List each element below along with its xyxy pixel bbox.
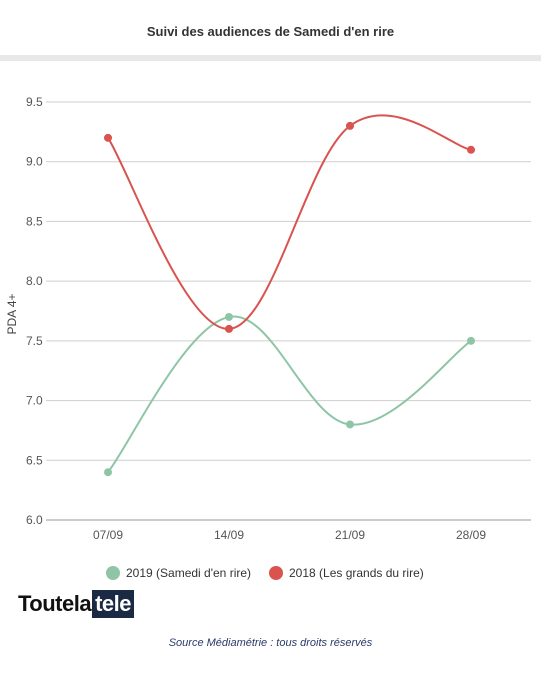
y-tick-label: 7.5 bbox=[26, 334, 43, 348]
x-tick-label: 14/09 bbox=[214, 528, 244, 542]
source-note: Source Médiamétrie : tous droits réservé… bbox=[168, 637, 373, 649]
toutelatele-logo: Toutela tele bbox=[18, 590, 135, 618]
grid-lines bbox=[46, 101, 531, 521]
x-tick-label: 21/09 bbox=[335, 528, 365, 542]
legend-marker bbox=[106, 566, 120, 580]
data-point[interactable] bbox=[225, 312, 233, 321]
title-divider bbox=[0, 55, 541, 61]
legend-label: 2018 (Les grands du rire) bbox=[289, 566, 424, 580]
series-group bbox=[104, 114, 475, 477]
y-tick-label: 6.5 bbox=[26, 453, 43, 467]
y-tick-label: 9.5 bbox=[26, 95, 43, 109]
data-point[interactable] bbox=[346, 121, 354, 130]
line-chart: 6.0 6.5 7.0 7.5 8.0 8.5 9.0 9.5 07/09 14/09 21/09… bbox=[5, 95, 531, 580]
logo-text-part1: Toutela bbox=[18, 591, 92, 616]
chart-title: Suivi des audiences de Samedi d'en rire bbox=[146, 24, 395, 39]
series-line-0 bbox=[107, 315, 472, 473]
series-line-1 bbox=[107, 114, 472, 330]
y-tick-label: 8.5 bbox=[26, 214, 43, 228]
legend-marker bbox=[269, 566, 283, 580]
y-axis-label: PDA 4+ bbox=[5, 293, 19, 334]
x-tick-label: 07/09 bbox=[93, 528, 123, 542]
legend-label: 2019 (Samedi d'en rire) bbox=[126, 566, 251, 580]
y-tick-label: 9.0 bbox=[26, 155, 43, 169]
legend: 2019 (Samedi d'en rire) 2018 (Les grands … bbox=[106, 566, 424, 580]
data-point[interactable] bbox=[225, 324, 233, 333]
logo-text-part2: tele bbox=[92, 590, 135, 618]
data-point[interactable] bbox=[346, 420, 354, 429]
y-tick-label: 7.0 bbox=[26, 394, 43, 408]
data-point[interactable] bbox=[467, 336, 475, 345]
y-tick-label: 8.0 bbox=[26, 274, 43, 288]
y-tick-labels: 6.0 6.5 7.0 7.5 8.0 8.5 9.0 9.5 bbox=[26, 95, 43, 527]
y-tick-label: 6.0 bbox=[26, 513, 43, 527]
data-point[interactable] bbox=[467, 145, 475, 154]
x-tick-label: 28/09 bbox=[456, 528, 486, 542]
data-point[interactable] bbox=[104, 468, 112, 477]
data-point[interactable] bbox=[104, 133, 112, 142]
x-tick-labels: 07/09 14/09 21/09 28/09 bbox=[93, 528, 486, 542]
